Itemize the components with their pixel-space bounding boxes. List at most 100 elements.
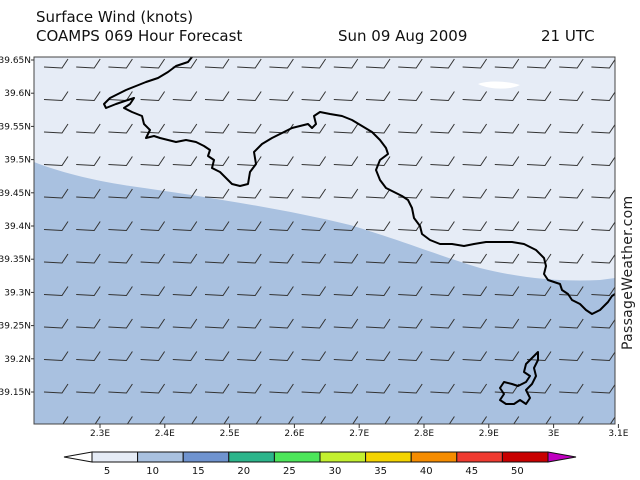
lat-label: 39.2N [4, 355, 31, 365]
wind-barb [204, 188, 230, 199]
lon-label: 2.3E [90, 429, 110, 439]
colorbar-segment [182, 451, 230, 463]
colorbar-segment [273, 451, 321, 463]
medium-wind-zone [34, 162, 615, 424]
colorbar-label: 40 [420, 466, 433, 477]
wind-barb [108, 286, 133, 297]
wind-barb [43, 123, 69, 134]
wind-barb [333, 383, 359, 394]
colorbar-label: 5 [104, 466, 110, 477]
colorbar-segment [137, 451, 184, 463]
wind-barb [624, 352, 640, 361]
wind-barb [559, 286, 584, 297]
wind-barb [43, 221, 69, 232]
wind-barb [108, 221, 133, 232]
colorbar-label: 35 [374, 466, 387, 477]
wind-barb [591, 188, 615, 199]
wind-barb [172, 91, 198, 102]
lat-label: 39.5N [4, 156, 31, 166]
wind-barb [624, 157, 640, 166]
wind-barb [591, 221, 615, 232]
wind-barb [624, 92, 640, 101]
lon-label: 3.1E [608, 429, 628, 439]
wind-barb [76, 286, 101, 297]
wind-barb [494, 253, 520, 264]
wind-barb [108, 383, 133, 394]
wind-barb [398, 91, 423, 102]
wind-barb [494, 156, 520, 167]
wind-barb [43, 286, 69, 297]
wind-barb [43, 351, 69, 362]
wind-barb [494, 286, 520, 297]
wind-barb [430, 91, 455, 102]
colorbar-low-arrow [63, 451, 93, 463]
wind-barb [526, 351, 552, 362]
wind-barb [559, 351, 584, 362]
wind-barb [140, 253, 166, 264]
colorbar-label: 20 [237, 466, 250, 477]
colorbar-segment [228, 451, 275, 463]
colorbar-segment [501, 451, 549, 463]
wind-barb [76, 351, 101, 362]
wind-barb [494, 351, 520, 362]
wind-barb [333, 318, 359, 329]
wind-barb [526, 318, 552, 329]
wind-barb [462, 221, 488, 232]
wind-barb [76, 383, 101, 394]
wind-barb [237, 318, 262, 329]
lat-label: 39.6N [4, 89, 31, 99]
wind-barb [494, 91, 520, 102]
wind-barb [430, 253, 455, 264]
wind-barb [43, 383, 69, 394]
colorbar-segment [91, 451, 139, 463]
wind-barb [462, 253, 488, 264]
lat-label: 39.3N [4, 288, 31, 298]
lat-label: 39.4N [4, 222, 31, 232]
wind-barb [269, 253, 294, 264]
wind-barb [333, 188, 359, 199]
wind-barb [430, 383, 455, 394]
wind-barb [591, 123, 615, 134]
wind-barb [526, 156, 552, 167]
wind-barb [76, 188, 101, 199]
wind-barb [480, 416, 488, 424]
wind-barb [494, 318, 520, 329]
wind-barb [172, 286, 198, 297]
wind-barb [398, 318, 423, 329]
wind-barb [301, 123, 327, 134]
wind-barb [365, 253, 391, 264]
wind-barb [269, 91, 294, 102]
wind-barb [301, 253, 327, 264]
wind-barb [352, 416, 359, 424]
wind-barb [108, 253, 133, 264]
lon-label: 2.7E [349, 429, 369, 439]
wind-barb [191, 416, 198, 424]
plot-frame [33, 56, 616, 425]
wind-barb [301, 221, 327, 232]
wind-barb [365, 383, 391, 394]
wind-barb [172, 383, 198, 394]
lon-label: 2.8E [414, 429, 434, 439]
wind-barb [430, 156, 455, 167]
wind-barb [591, 156, 615, 167]
wind-barb [591, 351, 615, 362]
wind-barb [108, 58, 133, 69]
wind-barb [76, 123, 101, 134]
wind-barb [204, 351, 230, 362]
wind-barb [301, 91, 327, 102]
lat-label: 39.15N [0, 388, 31, 398]
wind-barb [462, 383, 488, 394]
wind-barb [76, 58, 101, 69]
wind-barb [237, 286, 262, 297]
wind-barb [204, 58, 230, 69]
wind-barb [204, 318, 230, 329]
wind-barb [398, 58, 423, 69]
wind-barb [172, 221, 198, 232]
wind-barb [237, 383, 262, 394]
wind-barb [365, 318, 391, 329]
mallorca-coastline [103, 57, 615, 315]
wind-barb [237, 58, 262, 69]
wind-barb [559, 123, 584, 134]
latitude-labels: 39.65N 39.6N 39.55N 39.5N 39.45N 39.4N 39.35N 3… [0, 56, 34, 398]
